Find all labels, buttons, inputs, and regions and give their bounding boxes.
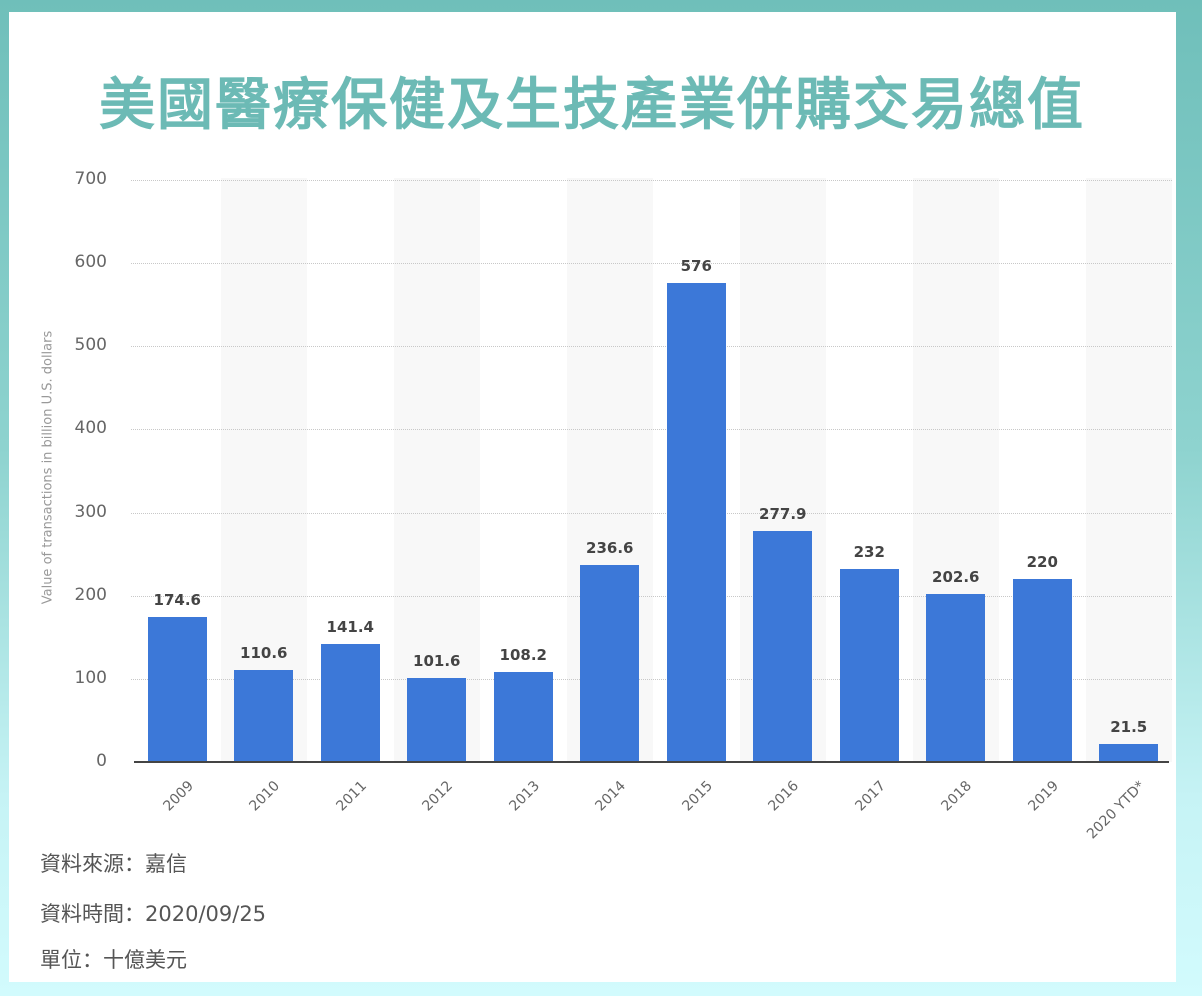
category-stripe: [1085, 178, 1172, 762]
gridline: [131, 678, 1172, 680]
y-tick-label: 300: [74, 501, 107, 522]
bar-value-label: 236.6: [586, 539, 634, 558]
x-tick-label: 2009: [160, 778, 197, 815]
unit-note: 單位：十億美元: [40, 948, 187, 972]
bar[interactable]: [580, 565, 640, 762]
bar[interactable]: [926, 593, 986, 762]
date-note: 資料時間：2020/09/25: [40, 902, 267, 926]
bar-value-label: 202.6: [932, 567, 980, 586]
bar-value-label: 110.6: [240, 644, 288, 663]
bar-value-label: 220: [1026, 553, 1058, 572]
x-tick-label: 2013: [506, 778, 543, 815]
x-tick-label: 2017: [852, 778, 889, 815]
bar[interactable]: [234, 670, 294, 762]
bar-value-label: 277.9: [759, 504, 807, 523]
bar-value-label: 141.4: [326, 618, 374, 637]
source-note: 資料來源：嘉信: [40, 852, 187, 876]
y-tick-label: 600: [74, 252, 107, 273]
bar[interactable]: [666, 283, 726, 762]
category-stripe: [220, 178, 307, 762]
x-tick-label: 2011: [333, 778, 370, 815]
y-tick-label: 0: [96, 751, 107, 771]
bar[interactable]: [320, 644, 380, 762]
x-tick-label: 2016: [765, 778, 803, 815]
y-tick-label: 700: [74, 169, 107, 189]
gridline: [131, 595, 1172, 597]
y-tick-label: 200: [74, 584, 107, 605]
chart-title: 美國醫療保健及生技產業併購交易總值: [99, 73, 1085, 138]
bar-value-label: 108.2: [499, 646, 547, 665]
x-tick-label: 2012: [419, 778, 457, 815]
bar[interactable]: [407, 677, 467, 762]
gridline: [131, 263, 1172, 265]
bar-value-label: 232: [853, 543, 885, 562]
y-tick-label: 400: [74, 418, 107, 439]
x-tick-label: 2018: [938, 778, 976, 815]
y-tick-label: 500: [74, 335, 107, 356]
bar-value-label: 101.6: [413, 651, 461, 670]
gridline: [131, 180, 1172, 181]
bar[interactable]: [753, 530, 813, 762]
bar[interactable]: [493, 672, 553, 762]
x-tick-label: 2020 YTD*: [1083, 778, 1149, 843]
x-tick-label: 2014: [592, 778, 630, 815]
bar[interactable]: [1099, 744, 1159, 762]
bar-value-label: 174.6: [153, 590, 201, 609]
bar-value-label: 576: [680, 257, 712, 276]
gridline: [131, 512, 1172, 514]
category-stripe: [393, 178, 480, 762]
x-tick-label: 2019: [1025, 778, 1062, 815]
gridline: [131, 346, 1172, 348]
bar[interactable]: [147, 616, 207, 762]
x-axis-line: [134, 761, 1169, 763]
gridline: [131, 429, 1172, 431]
x-tick-label: 2015: [679, 778, 716, 815]
x-tick-label: 2010: [246, 778, 284, 815]
bar[interactable]: [1012, 579, 1072, 762]
y-tick-label: 100: [74, 667, 107, 688]
bar-value-label: 21.5: [1110, 718, 1148, 737]
bar[interactable]: [839, 569, 899, 762]
